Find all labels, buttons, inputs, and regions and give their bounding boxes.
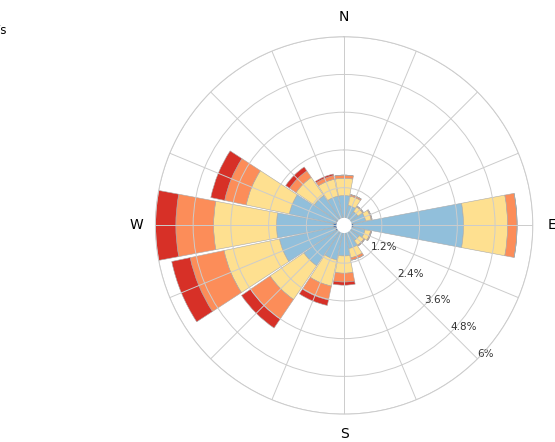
Bar (190, 251, 241, 312)
Bar (316, 175, 335, 186)
Bar (290, 171, 311, 193)
Bar (344, 222, 350, 225)
Bar (337, 219, 344, 225)
Bar (224, 239, 289, 293)
Bar (354, 203, 463, 248)
Bar (325, 231, 342, 260)
Bar (335, 178, 353, 196)
Bar (344, 219, 347, 225)
Bar (286, 167, 307, 188)
Bar (351, 253, 364, 260)
Bar (302, 277, 331, 300)
Bar (345, 231, 357, 248)
Bar (334, 272, 355, 282)
Bar (347, 229, 359, 240)
Bar (299, 289, 329, 305)
Bar (335, 255, 353, 273)
Bar (350, 194, 361, 200)
Bar (355, 236, 364, 245)
Bar (354, 207, 362, 216)
Bar (335, 175, 354, 179)
Bar (335, 225, 344, 231)
Bar (241, 289, 280, 328)
Bar (296, 177, 324, 205)
Legend: $W_s$ ≥16, 12≤ $W_s$ <16, 8≤ $W_s$ <12, 4≤ $W_s$ <8, 0≤ $W_s$ <4: $W_s$ ≥16, 12≤ $W_s$ <16, 8≤ $W_s$ <12, … (0, 24, 6, 139)
Bar (362, 210, 371, 221)
Bar (333, 223, 344, 228)
Bar (339, 195, 350, 218)
Polygon shape (337, 218, 351, 232)
Bar (344, 225, 347, 232)
Bar (339, 232, 350, 256)
Bar (225, 159, 260, 205)
Bar (251, 276, 294, 319)
Bar (276, 213, 334, 238)
Bar (280, 227, 336, 262)
Bar (328, 196, 342, 219)
Bar (270, 253, 316, 299)
Bar (347, 212, 358, 222)
Bar (345, 206, 355, 220)
Bar (315, 174, 334, 183)
Bar (344, 225, 350, 229)
Bar (310, 255, 337, 286)
Bar (367, 210, 372, 220)
Bar (314, 195, 340, 221)
Bar (344, 221, 349, 225)
Bar (335, 221, 344, 225)
Bar (349, 213, 366, 224)
Bar (148, 189, 179, 262)
Bar (344, 224, 354, 227)
Bar (367, 231, 371, 241)
Bar (342, 217, 346, 225)
Bar (337, 225, 344, 232)
Bar (344, 225, 349, 230)
Bar (462, 195, 508, 256)
Bar (343, 225, 345, 232)
Bar (349, 196, 360, 208)
Bar (211, 151, 242, 200)
Bar (333, 281, 355, 285)
Bar (357, 239, 365, 246)
Bar (171, 258, 213, 322)
Bar (176, 194, 216, 257)
Bar (340, 218, 344, 225)
Bar (505, 193, 517, 258)
Bar (289, 195, 337, 224)
Bar (357, 206, 364, 213)
Bar (349, 245, 362, 258)
Bar (340, 225, 344, 232)
Bar (362, 230, 371, 240)
Bar (246, 171, 297, 214)
Bar (214, 201, 278, 250)
Bar (349, 227, 365, 237)
Bar (318, 179, 338, 200)
Bar (304, 230, 340, 266)
